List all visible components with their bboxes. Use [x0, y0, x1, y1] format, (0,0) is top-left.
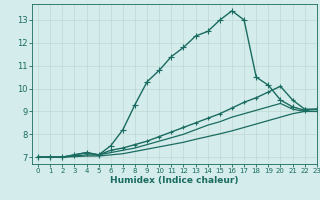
X-axis label: Humidex (Indice chaleur): Humidex (Indice chaleur): [110, 176, 239, 185]
